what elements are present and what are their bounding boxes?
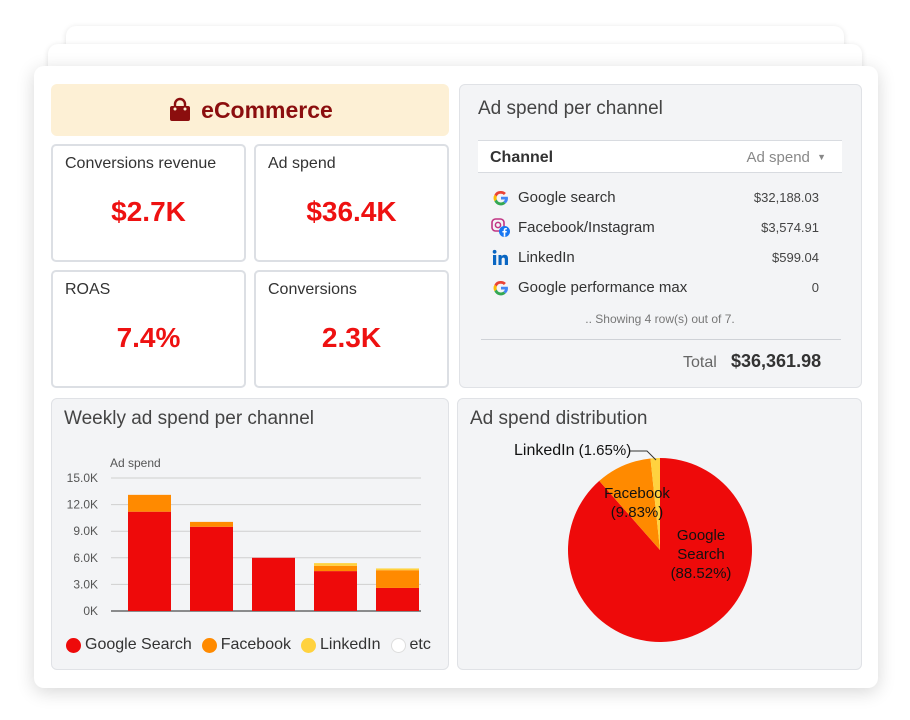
y-tick-label: 9.0K bbox=[73, 524, 98, 538]
channel-spend: $3,574.91 bbox=[761, 220, 819, 235]
bar-segment[interactable] bbox=[376, 570, 419, 588]
kpi-card-conversions-revenue[interactable]: Conversions revenue $2.7K bbox=[51, 144, 246, 262]
bar-segment[interactable] bbox=[128, 511, 171, 611]
bar-segment[interactable] bbox=[190, 521, 233, 527]
row-count-note: .. Showing 4 row(s) out of 7. bbox=[585, 312, 735, 326]
legend-item-etc[interactable]: etc bbox=[390, 636, 431, 654]
y-tick-label: 15.0K bbox=[67, 471, 98, 485]
y-tick-label: 6.0K bbox=[73, 551, 98, 565]
legend-label: Google Search bbox=[85, 636, 192, 653]
instagram-facebook-icon bbox=[491, 218, 510, 237]
bar-segment[interactable] bbox=[314, 565, 357, 572]
table-row[interactable]: Google search $32,188.03 bbox=[491, 186, 819, 210]
y-axis-label: Ad spend bbox=[110, 456, 161, 470]
table-header: Channel Ad spend ▼ bbox=[478, 140, 842, 173]
legend-label: LinkedIn bbox=[320, 636, 381, 653]
weekly-bar-chart: Ad spend 0K 3.0K 6.0K 9.0K 12.0K 15.0K bbox=[67, 456, 421, 618]
table-row[interactable]: LinkedIn $599.04 bbox=[491, 246, 819, 270]
panel-title: Ad spend per channel bbox=[478, 98, 663, 119]
pie-label-facebook: Facebook (9.83%) bbox=[598, 484, 676, 522]
pie-label-name: LinkedIn bbox=[514, 442, 575, 459]
column-header-label: Ad spend bbox=[746, 149, 810, 166]
total-value: $36,361.98 bbox=[731, 351, 822, 371]
pie-label-percent: (1.65%) bbox=[578, 442, 632, 459]
kpi-value: 2.3K bbox=[321, 322, 382, 353]
kpi-value: $2.7K bbox=[111, 196, 186, 227]
caret-down-icon: ▼ bbox=[817, 152, 826, 162]
pie-leader-line bbox=[630, 450, 657, 461]
panel-title: Weekly ad spend per channel bbox=[64, 408, 314, 429]
channel-spend: $32,188.03 bbox=[753, 190, 819, 205]
channel-spend: $599.04 bbox=[772, 250, 819, 265]
pie-label-percent: (88.52%) bbox=[670, 565, 732, 582]
google-icon bbox=[493, 190, 508, 206]
pie-label-percent: (9.83%) bbox=[610, 504, 664, 521]
legend-swatch bbox=[201, 637, 217, 653]
legend-item-linkedin[interactable]: LinkedIn bbox=[301, 636, 381, 654]
kpi-label: Ad spend bbox=[268, 155, 336, 172]
y-tick-label: 3.0K bbox=[73, 577, 98, 591]
channel-spend: 0 bbox=[811, 280, 819, 295]
y-tick-label: 12.0K bbox=[67, 498, 98, 512]
ad-spend-table-panel bbox=[459, 84, 862, 388]
table-row[interactable]: Google performance max 0 bbox=[491, 276, 819, 300]
channel-name: Google performance max bbox=[518, 279, 688, 296]
total-label: Total bbox=[683, 354, 717, 371]
pie-label-linkedin: LinkedIn (1.65%) bbox=[514, 441, 631, 460]
legend-label: etc bbox=[409, 636, 431, 653]
pie-label-name: Facebook bbox=[604, 485, 670, 502]
y-tick-label: 0K bbox=[83, 604, 98, 618]
kpi-card-conversions[interactable]: Conversions 2.3K bbox=[254, 270, 449, 388]
pie-label-name: Search bbox=[677, 546, 725, 563]
channel-name: Google search bbox=[518, 189, 616, 206]
pie-label-name: Google bbox=[676, 527, 726, 544]
legend-swatch bbox=[301, 637, 316, 653]
pie-slice-facebook[interactable] bbox=[599, 458, 660, 550]
shopping-bag-icon bbox=[170, 97, 191, 121]
panel-title: Ad spend distribution bbox=[470, 408, 648, 429]
divider bbox=[481, 339, 841, 340]
ad-spend-pie-chart bbox=[568, 450, 752, 642]
kpi-value: 7.4% bbox=[116, 322, 181, 353]
bar-segment[interactable] bbox=[190, 526, 233, 611]
bar-segment[interactable] bbox=[376, 587, 419, 611]
pie-slice-linkedin[interactable] bbox=[650, 458, 660, 550]
kpi-label: Conversions bbox=[268, 281, 357, 298]
legend-item-google-search[interactable]: Google Search bbox=[66, 636, 192, 654]
dashboard-header: eCommerce bbox=[51, 84, 449, 136]
pie-label-google-search: Google Search (88.52%) bbox=[664, 526, 738, 583]
channel-name: Facebook/Instagram bbox=[518, 219, 655, 236]
table-row[interactable]: Facebook/Instagram $3,574.91 bbox=[491, 216, 819, 240]
bar-segment[interactable] bbox=[128, 494, 171, 512]
weekly-chart-panel bbox=[51, 398, 449, 670]
kpi-card-roas[interactable]: ROAS 7.4% bbox=[51, 270, 246, 388]
bar-segment[interactable] bbox=[314, 563, 357, 566]
google-icon bbox=[493, 280, 508, 296]
bar-segment[interactable] bbox=[252, 557, 295, 611]
bar-segment[interactable] bbox=[314, 571, 357, 611]
bar-segment[interactable] bbox=[376, 568, 419, 571]
dashboard-title: eCommerce bbox=[201, 96, 333, 123]
column-header-channel[interactable]: Channel bbox=[490, 149, 554, 166]
linkedin-icon bbox=[492, 249, 508, 265]
channel-name: LinkedIn bbox=[518, 249, 575, 266]
kpi-label: Conversions revenue bbox=[65, 155, 217, 172]
chart-legend: Google Search Facebook LinkedIn etc bbox=[66, 636, 431, 654]
legend-swatch bbox=[66, 637, 81, 653]
column-header-ad-spend[interactable]: Ad spend ▼ bbox=[747, 149, 826, 166]
kpi-value: $36.4K bbox=[306, 196, 397, 227]
legend-item-facebook[interactable]: Facebook bbox=[201, 636, 291, 654]
legend-label: Facebook bbox=[220, 636, 291, 653]
kpi-label: ROAS bbox=[65, 281, 111, 298]
legend-swatch bbox=[390, 637, 406, 653]
kpi-card-ad-spend[interactable]: Ad spend $36.4K bbox=[254, 144, 449, 262]
